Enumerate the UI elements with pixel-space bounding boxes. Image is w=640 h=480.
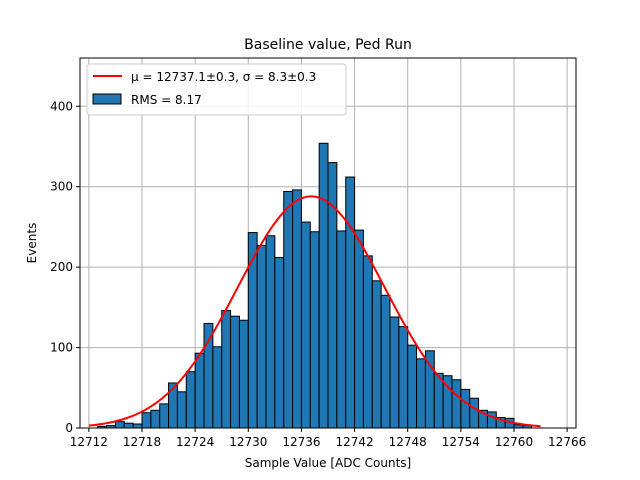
y-tick-label: 400 <box>50 99 73 113</box>
legend-hist-label: RMS = 8.17 <box>131 93 202 107</box>
y-tick-label: 300 <box>50 180 73 194</box>
histogram-bar <box>371 280 382 429</box>
x-tick-label: 12724 <box>176 435 214 449</box>
histogram-bar <box>230 315 240 429</box>
legend-hist-swatch <box>92 93 122 105</box>
y-tick-label: 100 <box>50 341 73 355</box>
histogram-bar <box>176 391 187 429</box>
legend: μ = 12737.1±0.3, σ = 8.3±0.3 RMS = 8.17 <box>86 63 347 116</box>
histogram-bar <box>380 294 391 429</box>
x-tick-label: 12718 <box>123 435 161 449</box>
gaussian-fit-line <box>88 195 541 428</box>
histogram-bar <box>309 231 320 429</box>
histogram-bar <box>389 316 400 429</box>
x-tick-label: 12766 <box>548 435 586 449</box>
plot-frame <box>79 57 577 429</box>
histogram-bar <box>398 326 409 429</box>
histogram-bar <box>123 422 134 429</box>
histogram-bar <box>460 388 471 429</box>
histogram-bar <box>318 142 329 429</box>
x-tick-label: 12730 <box>229 435 267 449</box>
histogram-bar <box>292 189 302 429</box>
histogram-bar <box>300 221 311 429</box>
y-axis-ticks: 0 100 200 300 400 <box>50 99 80 435</box>
histogram-bar <box>247 232 258 429</box>
histogram-bar <box>221 310 232 429</box>
x-tick-label: 12742 <box>335 435 373 449</box>
histogram-bar <box>486 411 497 429</box>
y-tick-label: 200 <box>50 260 73 274</box>
x-tick-label: 12760 <box>495 435 533 449</box>
histogram-bar <box>114 421 125 429</box>
histogram-bar <box>159 403 170 429</box>
histogram-bar <box>407 344 418 429</box>
x-tick-label: 12736 <box>282 435 320 449</box>
histogram-bar <box>185 371 196 429</box>
histogram-bar <box>256 244 267 429</box>
histogram-bar <box>362 255 373 429</box>
x-axis-ticks: 12712 12718 12724 12730 12736 12742 12748 12754… <box>70 428 586 449</box>
histogram-bar <box>141 412 152 429</box>
histogram-bar <box>416 358 426 429</box>
histogram-bar <box>345 176 356 429</box>
histogram-bar <box>194 352 205 429</box>
histogram-bar <box>274 256 285 429</box>
histogram-bar <box>354 229 364 429</box>
histogram-bar <box>150 409 161 429</box>
x-axis-label: Sample Value [ADC Counts] <box>245 456 411 470</box>
histogram-bar <box>132 423 143 429</box>
histogram-bar <box>212 346 223 429</box>
histogram-bar <box>469 397 480 429</box>
x-tick-label: 12748 <box>389 435 427 449</box>
histogram-bar <box>451 379 462 429</box>
y-axis-label: Events <box>25 223 39 264</box>
y-tick-label: 0 <box>65 421 73 435</box>
histogram-bar <box>283 191 294 429</box>
histogram-bars <box>97 142 533 429</box>
histogram-bar <box>238 319 249 429</box>
x-tick-label: 12754 <box>442 435 480 449</box>
histogram-bar <box>336 230 347 429</box>
x-tick-label: 12712 <box>70 435 108 449</box>
legend-fit-label: μ = 12737.1±0.3, σ = 8.3±0.3 <box>131 70 316 84</box>
legend-box <box>86 63 347 116</box>
histogram-bar <box>265 235 276 429</box>
chart-title: Baseline value, Ped Run <box>244 37 412 53</box>
